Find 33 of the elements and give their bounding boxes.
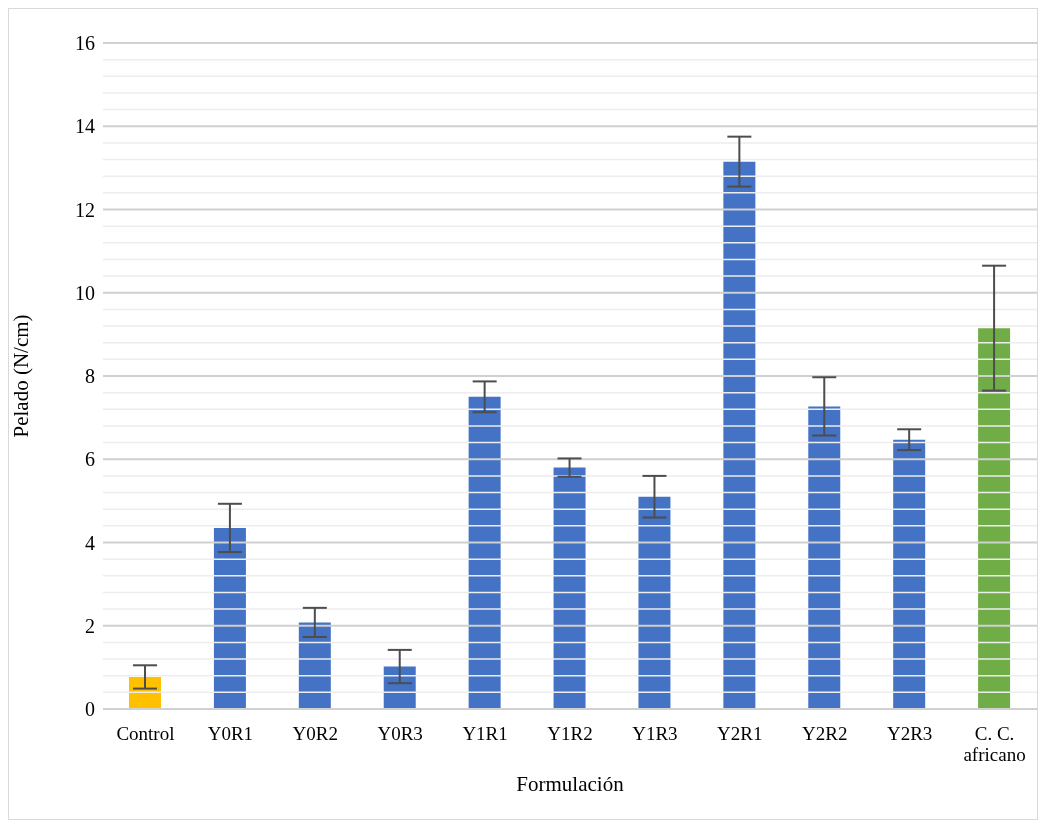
x-tick-label: Control [116, 723, 175, 744]
bar [298, 622, 331, 709]
x-tick-label: Y2R3 [886, 723, 933, 744]
y-tick-label: 4 [85, 531, 95, 554]
x-axis-title: Formulación [516, 772, 625, 796]
y-tick-label: 6 [85, 448, 95, 471]
bar [638, 496, 671, 709]
bar [553, 467, 586, 709]
x-tick-label: Y1R3 [632, 723, 678, 744]
y-tick-label: 0 [85, 698, 95, 721]
bar [978, 328, 1011, 709]
bar [808, 406, 841, 709]
y-tick-label: 14 [75, 115, 95, 138]
x-tick-label: C. C. africano [963, 723, 1026, 765]
x-tick-label: Y2R1 [717, 723, 763, 744]
x-tick-label: Y0R1 [207, 723, 254, 744]
x-tick-label: Y0R3 [377, 723, 423, 744]
bar [468, 396, 501, 709]
y-tick-label: 16 [75, 32, 95, 55]
y-tick-label: 8 [85, 365, 95, 388]
x-tick-label: Y1R1 [462, 723, 508, 744]
x-tick-label: Y2R2 [802, 723, 848, 744]
x-tick-label: Y0R2 [292, 723, 338, 744]
bar [129, 676, 161, 709]
bar [723, 161, 756, 709]
bar [383, 666, 416, 709]
y-tick-label: 10 [75, 281, 95, 304]
bar [893, 439, 926, 709]
y-tick-label: 2 [85, 614, 95, 637]
x-tick-label: Y1R2 [547, 723, 593, 744]
y-axis-title: Pelado (N/cm) [9, 314, 34, 438]
y-tick-label: 12 [75, 198, 95, 221]
bar [213, 527, 246, 709]
